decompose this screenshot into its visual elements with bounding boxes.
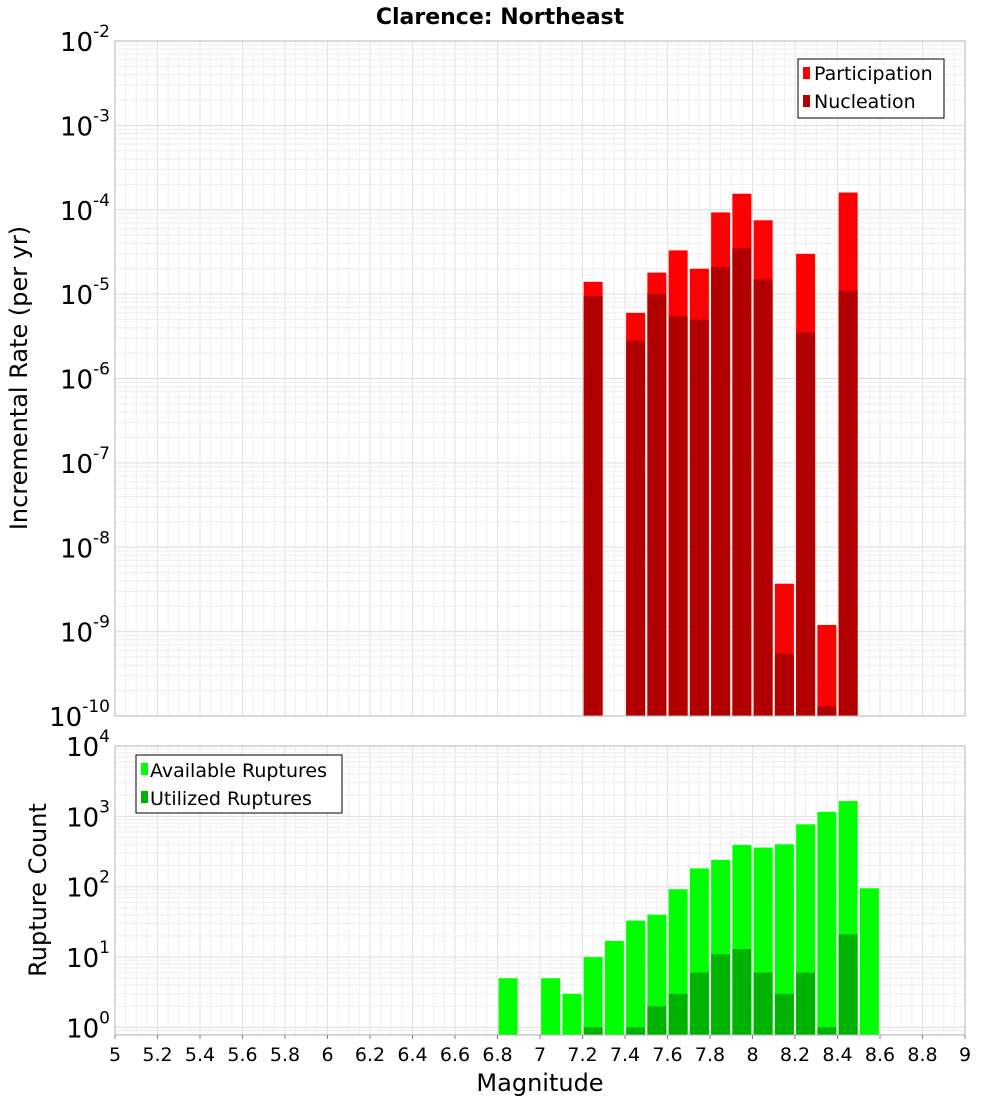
bar-available-ruptures: [562, 993, 582, 1035]
bar-utilized-ruptures: [732, 949, 752, 1035]
bar-utilized-ruptures: [711, 954, 731, 1035]
x-tick-label: 5.4: [185, 1044, 215, 1066]
y-tick-label: 10-5: [60, 275, 110, 311]
bar-utilized-ruptures: [796, 972, 816, 1035]
bar-nucleation: [753, 279, 773, 716]
y-tick-label: 102: [66, 868, 110, 904]
legend-label-available: Available Ruptures: [150, 760, 327, 782]
y-tick-label: 10-9: [60, 613, 110, 649]
bar-utilized-ruptures: [626, 1027, 646, 1035]
y-tick-label: 10-7: [60, 444, 110, 480]
bar-available-ruptures: [583, 957, 603, 1035]
chart-title: Clarence: Northeast: [376, 5, 625, 30]
legend-swatch-nucleation: [803, 95, 810, 107]
count-panel: 100 101 102 103 104 5 5.2 5.4 5.6 5.8 6 6.2 6.4 6.6 6…: [24, 727, 971, 1097]
x-tick-label: 8.4: [822, 1044, 852, 1066]
bar-nucleation: [732, 248, 752, 717]
y-tick-label: 104: [66, 727, 110, 763]
legend-label-nucleation: Nucleation: [814, 91, 916, 113]
bar-utilized-ruptures: [647, 1006, 667, 1035]
x-tick-label: 5.6: [227, 1044, 257, 1066]
y-tick-label: 10-4: [60, 191, 110, 227]
bar-nucleation: [796, 332, 816, 716]
y-tick-label: 10-2: [60, 22, 110, 58]
bar-nucleation: [838, 290, 858, 716]
x-tick-label: 5: [109, 1044, 121, 1066]
x-tick-label: 5.2: [142, 1044, 172, 1066]
legend-swatch-utilized: [141, 791, 148, 803]
bar-utilized-ruptures: [583, 1027, 603, 1035]
bar-nucleation: [817, 706, 837, 716]
bar-available-ruptures: [498, 978, 518, 1035]
bar-available-ruptures: [774, 844, 794, 1035]
x-tick-label: 6.8: [482, 1044, 512, 1066]
legend-label-participation: Participation: [814, 63, 933, 85]
x-tick-label: 6: [321, 1044, 333, 1066]
x-tick-label: 8.6: [865, 1044, 895, 1066]
y-tick-label: 10-3: [60, 106, 110, 142]
bar-available-ruptures: [604, 940, 624, 1035]
bar-utilized-ruptures: [774, 993, 794, 1035]
bar-participation: [817, 624, 837, 716]
bar-available-ruptures: [626, 920, 646, 1035]
x-tick-label: 7: [534, 1044, 546, 1066]
x-tick-label: 9: [959, 1044, 971, 1066]
bar-available-ruptures: [817, 811, 837, 1035]
bar-available-ruptures: [859, 888, 879, 1035]
bar-utilized-ruptures: [817, 1027, 837, 1035]
count-y-axis-label: Rupture Count: [24, 803, 52, 977]
legend-swatch-participation: [803, 67, 810, 79]
bar-nucleation: [626, 340, 646, 716]
y-tick-label: 100: [66, 1008, 110, 1044]
rate-legend: Participation Nucleation: [797, 58, 945, 119]
bar-nucleation: [647, 294, 667, 716]
count-bars: [498, 801, 879, 1035]
count-legend: Available Ruptures Utilized Ruptures: [135, 754, 343, 814]
rate-y-axis-label: Incremental Rate (per yr): [5, 226, 33, 530]
x-axis-label: Magnitude: [476, 1069, 603, 1097]
bar-nucleation: [583, 296, 603, 716]
count-grid: [115, 746, 965, 1035]
legend-label-utilized: Utilized Ruptures: [150, 788, 312, 810]
y-tick-label: 103: [66, 797, 110, 833]
count-x-ticks: 5 5.2 5.4 5.6 5.8 6 6.2 6.4 6.6 6.8 7 7.2 7.4 7.6 7.8 8…: [109, 1035, 971, 1066]
rate-grid: [115, 41, 965, 716]
x-tick-label: 6.4: [397, 1044, 427, 1066]
bar-nucleation: [668, 316, 688, 716]
rate-y-ticks: 10-10 10-9 10-8 10-7 10-6 10-5 10-4 10-3 10-2: [49, 22, 110, 733]
x-tick-label: 6.2: [355, 1044, 385, 1066]
legend-swatch-available: [141, 763, 148, 775]
x-tick-label: 5.8: [270, 1044, 300, 1066]
rate-panel: 10-10 10-9 10-8 10-7 10-6 10-5 10-4 10-3 10-2 In…: [5, 22, 966, 733]
count-y-ticks: 100 101 102 103 104: [66, 727, 110, 1044]
x-tick-label: 7.8: [695, 1044, 725, 1066]
bar-nucleation: [711, 266, 731, 716]
rate-plot-border: [114, 40, 966, 717]
rate-bars: [583, 192, 858, 717]
x-tick-label: 8.2: [780, 1044, 810, 1066]
y-tick-label: 10-8: [60, 528, 110, 564]
x-tick-label: 7.6: [652, 1044, 682, 1066]
y-tick-label: 10-6: [60, 360, 110, 396]
bar-nucleation: [689, 319, 709, 716]
x-tick-label: 8.8: [907, 1044, 937, 1066]
x-tick-label: 7.4: [610, 1044, 640, 1066]
x-tick-label: 8: [746, 1044, 758, 1066]
x-tick-label: 6.6: [440, 1044, 470, 1066]
x-tick-label: 7.2: [567, 1044, 597, 1066]
bar-utilized-ruptures: [838, 934, 858, 1035]
bar-utilized-ruptures: [689, 972, 709, 1035]
bar-nucleation: [774, 653, 794, 716]
bar-utilized-ruptures: [668, 993, 688, 1035]
y-tick-label: 10-10: [49, 697, 110, 733]
bar-available-ruptures: [647, 914, 667, 1035]
bar-available-ruptures: [541, 978, 561, 1035]
bar-utilized-ruptures: [753, 972, 773, 1035]
y-tick-label: 101: [66, 938, 110, 974]
